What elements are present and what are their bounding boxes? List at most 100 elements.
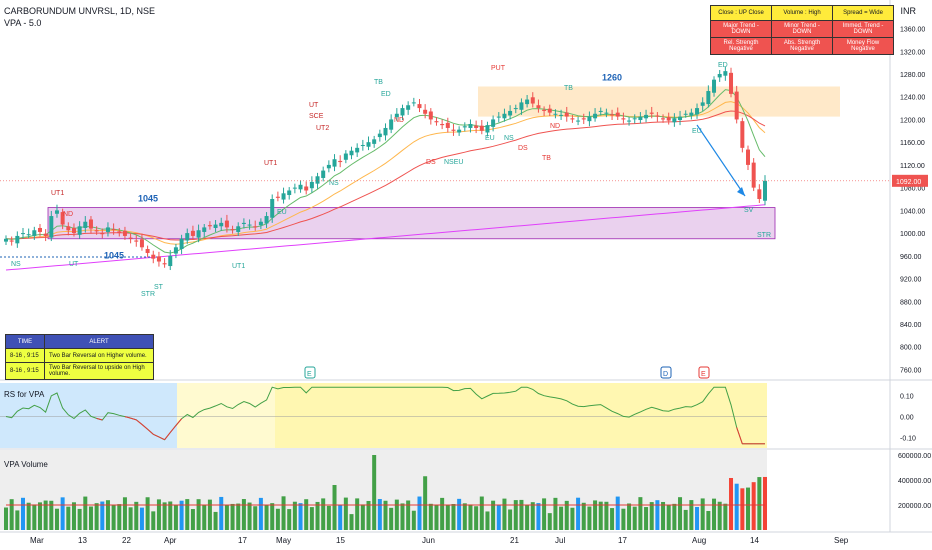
- volume-bar: [287, 509, 292, 530]
- alert-text: Two Bar Reversal to upside on High volum…: [44, 362, 154, 380]
- candle-body: [445, 122, 450, 128]
- candle-body: [729, 72, 734, 94]
- candle-body: [491, 119, 496, 127]
- volume-bar: [440, 497, 445, 530]
- volume-tick-label: 200000.00: [898, 503, 931, 510]
- volume-bar: [105, 500, 110, 530]
- candle-body: [417, 104, 422, 109]
- candle-body: [672, 118, 677, 123]
- candle-body: [71, 227, 76, 234]
- volume-bar: [734, 483, 739, 530]
- volume-bar: [666, 505, 671, 530]
- volume-bar: [587, 506, 592, 530]
- alert-header: ALERT: [44, 334, 154, 349]
- candle-body: [145, 249, 150, 253]
- rs-negative-segment: [175, 418, 182, 426]
- rs-negative-segment: [158, 436, 165, 441]
- volume-bar: [604, 501, 609, 530]
- volume-bar: [513, 500, 518, 530]
- volume-bar: [162, 502, 167, 530]
- volume-bar: [683, 509, 688, 530]
- vpa-signal-label: TB: [564, 85, 573, 92]
- rs-pane-label: RS for VPA: [4, 390, 45, 399]
- date-tick-label: Sep: [834, 536, 849, 545]
- vpa-signal-label: ND: [394, 117, 404, 124]
- volume-bar: [723, 503, 728, 530]
- candle-body: [60, 212, 65, 225]
- candle-body: [689, 112, 694, 116]
- volume-bar: [740, 488, 745, 530]
- candle-body: [360, 145, 365, 147]
- info-minor-trend: Minor Trend - DOWN: [771, 20, 833, 38]
- candle-body: [757, 189, 762, 199]
- volume-bar: [173, 505, 178, 530]
- volume-bar: [417, 496, 422, 530]
- candle-body: [746, 149, 751, 165]
- candle-body: [547, 108, 552, 113]
- candle-body: [604, 112, 609, 114]
- vpa-signal-label: UT1: [232, 263, 245, 270]
- alert-text: Two Bar Reversal on Higher volume.: [44, 348, 154, 363]
- info-rel-strength: Rel. Strength Negative: [710, 37, 772, 55]
- candle-body: [292, 187, 297, 189]
- candle-body: [406, 105, 411, 110]
- candle-body: [457, 129, 462, 133]
- rs-bg-blue: [0, 383, 177, 448]
- vpa-signal-label: UT1: [51, 190, 64, 197]
- volume-bar: [304, 499, 309, 530]
- candle-body: [315, 176, 320, 184]
- volume-bar: [219, 496, 224, 530]
- rs-tick-label: 0.10: [900, 394, 914, 401]
- alert-time-header: TIME: [5, 334, 45, 349]
- volume-bar: [462, 503, 467, 530]
- rs-bg-yellow: [275, 383, 767, 448]
- currency-label: INR: [900, 6, 917, 16]
- rs-negative-segment: [147, 428, 154, 435]
- volume-bar: [394, 499, 399, 530]
- candle-body: [20, 233, 25, 235]
- candle-body: [564, 112, 569, 117]
- candle-body: [485, 125, 490, 133]
- info-close: Close : UP Close: [710, 5, 772, 21]
- zone-label: 1045: [104, 251, 124, 261]
- candle-body: [37, 227, 42, 232]
- vpa-signal-label: ED: [718, 62, 728, 69]
- volume-bar: [20, 497, 25, 530]
- vpa-signal-label: STR: [141, 291, 155, 298]
- candle-body: [49, 216, 54, 238]
- alert-time: 8-16 , 9:15: [5, 348, 45, 363]
- volume-bar: [621, 508, 626, 530]
- volume-bar: [151, 511, 156, 530]
- candle-body: [122, 230, 127, 236]
- candle-body: [275, 196, 280, 198]
- candle-body: [717, 73, 722, 78]
- vpa-signal-label: PUT: [491, 65, 506, 72]
- volume-bar: [292, 501, 297, 530]
- vpa-signal-label: UT2: [316, 125, 329, 132]
- volume-bar: [689, 500, 694, 530]
- volume-bar: [627, 503, 632, 530]
- candle-body: [581, 118, 586, 120]
- candle-body: [615, 112, 620, 117]
- vpa-signal-label: UT1: [264, 160, 277, 167]
- volume-bar: [343, 497, 348, 530]
- candle-body: [513, 108, 518, 110]
- volume-bar: [281, 496, 286, 530]
- candle-body: [43, 233, 48, 236]
- volume-bar: [530, 502, 535, 530]
- candle-body: [151, 254, 156, 259]
- volume-bar: [111, 504, 116, 530]
- candle-body: [162, 263, 167, 265]
- candle-body: [394, 113, 399, 118]
- volume-bar: [559, 506, 564, 530]
- annotation-arrow: [696, 124, 746, 197]
- volume-bar: [525, 504, 530, 530]
- volume-bar: [519, 499, 524, 530]
- volume-bar: [26, 502, 31, 530]
- rs-negative-segment: [124, 416, 131, 419]
- symbol-title: CARBORUNDUM UNVRSL, 1D, NSE: [4, 6, 156, 16]
- volume-bar: [236, 503, 241, 530]
- volume-bar: [757, 477, 762, 530]
- candle-body: [683, 113, 688, 115]
